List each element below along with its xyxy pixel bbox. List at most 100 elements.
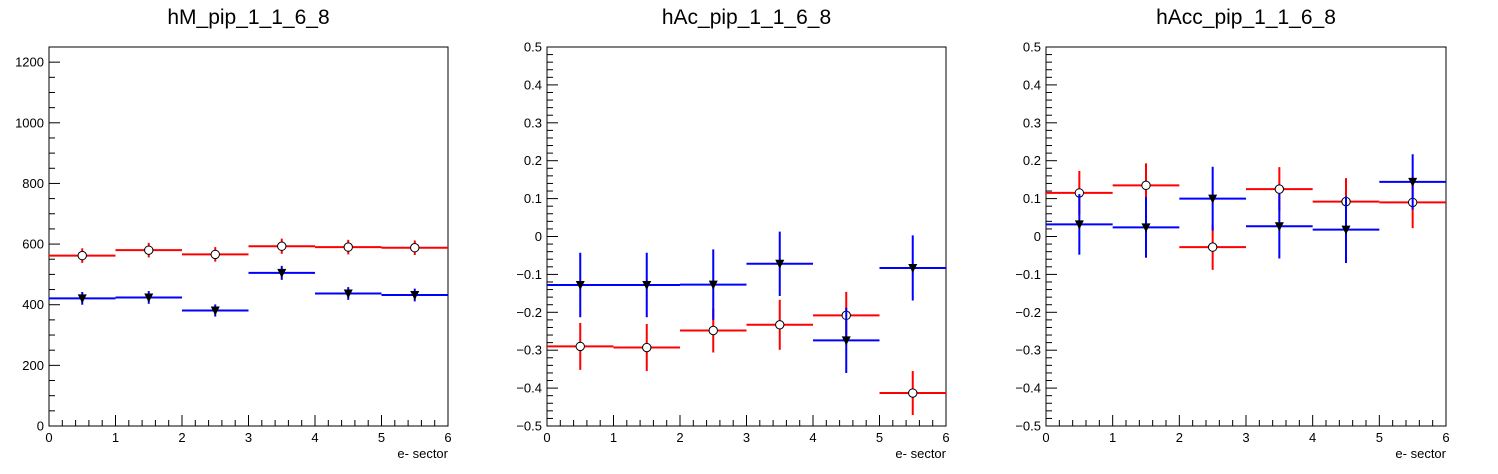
x-tick-label: 5	[1376, 430, 1383, 445]
plot-frame	[48, 46, 449, 427]
x-tick-label: 5	[378, 430, 385, 445]
x-tick-label: 1	[610, 430, 617, 445]
y-tick-label: −0.2	[1015, 305, 1041, 320]
x-tick-label: 0	[45, 430, 52, 445]
data-point	[1074, 220, 1084, 230]
x-axis-label: e- sector	[895, 446, 946, 461]
y-tick-label: 400	[22, 297, 44, 312]
series-2	[49, 265, 448, 317]
data-point	[708, 325, 718, 336]
data-point	[775, 259, 785, 269]
data-point	[908, 388, 918, 398]
y-tick-label: 0	[37, 419, 44, 434]
y-tick-label: −0.1	[1015, 267, 1041, 282]
x-tick-label: 4	[809, 430, 816, 445]
x-tick-label: 4	[311, 430, 318, 445]
x-tick-label: 5	[876, 430, 883, 445]
data-point	[410, 243, 420, 253]
data-point	[77, 294, 87, 304]
y-tick-label: 0.5	[524, 40, 542, 55]
data-point	[343, 289, 353, 299]
y-tick-label: 0.1	[524, 191, 542, 206]
x-tick-label: 0	[543, 430, 550, 445]
y-tick-label: −0.4	[1015, 381, 1041, 396]
data-point	[77, 250, 87, 261]
chart-panel-3: hAcc_pip_1_1_6_8 0 1 2 3 4 5 6e- sector −0.5 −0.4…	[1015, 6, 1449, 461]
y-tick-label: 200	[22, 358, 44, 373]
data-point	[1141, 223, 1151, 233]
x-tick-label: 2	[676, 430, 683, 445]
y-tick-label: 0.2	[1023, 153, 1041, 168]
x-tick-label: 6	[444, 430, 451, 445]
x-tick-label: 3	[743, 430, 750, 445]
data-point	[210, 306, 220, 316]
data-point	[1408, 177, 1418, 187]
series-2	[1046, 154, 1446, 264]
y-tick-label: 800	[22, 176, 44, 191]
x-tick-label: 6	[942, 430, 949, 445]
y-tick-label: 0.3	[1023, 115, 1041, 130]
x-tick-label: 0	[1042, 430, 1049, 445]
x-tick-label: 3	[245, 430, 252, 445]
data-point	[708, 280, 718, 290]
data-point	[1274, 184, 1285, 194]
data-point	[841, 336, 851, 346]
data-point	[1274, 222, 1284, 232]
series-1	[547, 291, 946, 416]
y-tick-label: −0.5	[1015, 419, 1041, 434]
data-point	[343, 242, 353, 252]
x-tick-label: 6	[1442, 430, 1449, 445]
data-point	[575, 341, 585, 352]
data-point	[277, 268, 287, 278]
x-tick-label: 2	[178, 430, 185, 445]
y-tick-label: −0.3	[1015, 343, 1041, 358]
x-axis-label: e- sector	[1395, 446, 1446, 461]
data-point	[1207, 242, 1218, 252]
x-tick-label: 3	[1242, 430, 1249, 445]
data-point	[1141, 180, 1151, 191]
data-point	[144, 245, 154, 255]
chart-title: hAcc_pip_1_1_6_8	[1156, 6, 1336, 29]
y-tick-label: 0.3	[524, 115, 542, 130]
x-tick-label: 1	[112, 430, 119, 445]
chart-panel-2: hAc_pip_1_1_6_8 0 1 2 3 4 5 6e- sector −0.5 −0.4 −…	[516, 6, 949, 461]
data-point	[642, 342, 652, 353]
x-tick-label: 2	[1176, 430, 1183, 445]
plot-frame	[546, 46, 947, 427]
data-point	[410, 291, 420, 301]
y-tick-label: 0.5	[1023, 40, 1041, 55]
y-tick-label: 0	[1034, 229, 1041, 244]
chart-title: hAc_pip_1_1_6_8	[662, 6, 831, 29]
data-point	[1341, 225, 1351, 235]
data-point	[144, 293, 154, 303]
data-point	[575, 281, 585, 291]
x-tick-label: 4	[1309, 430, 1316, 445]
data-point	[277, 241, 287, 251]
y-tick-label: 0.2	[524, 153, 542, 168]
y-tick-label: −0.2	[516, 305, 542, 320]
y-tick-label: −0.1	[516, 267, 542, 282]
y-tick-label: 600	[22, 237, 44, 252]
chart-panel-1: hM_pip_1_1_6_8 0 1 2 3 4 5 6e- sector 0 200 400 600…	[15, 6, 452, 461]
y-tick-label: 1200	[15, 55, 44, 70]
data-point	[1208, 194, 1218, 204]
y-tick-label: −0.3	[516, 343, 542, 358]
data-point	[775, 320, 785, 330]
y-tick-label: 0.4	[524, 77, 542, 92]
y-tick-label: 1000	[15, 115, 44, 130]
y-tick-label: 0	[535, 229, 542, 244]
data-point	[210, 249, 220, 260]
series-1	[49, 238, 448, 263]
y-tick-label: −0.4	[516, 381, 542, 396]
plot-frame	[1045, 46, 1447, 427]
y-tick-label: 0.4	[1023, 77, 1041, 92]
x-axis-label: e- sector	[397, 446, 448, 461]
data-point	[642, 281, 652, 291]
data-point	[908, 263, 918, 273]
series-2	[547, 231, 946, 373]
y-tick-label: 0.1	[1023, 191, 1041, 206]
x-tick-label: 1	[1109, 430, 1116, 445]
y-tick-label: −0.5	[516, 419, 542, 434]
series-1	[1046, 163, 1446, 270]
